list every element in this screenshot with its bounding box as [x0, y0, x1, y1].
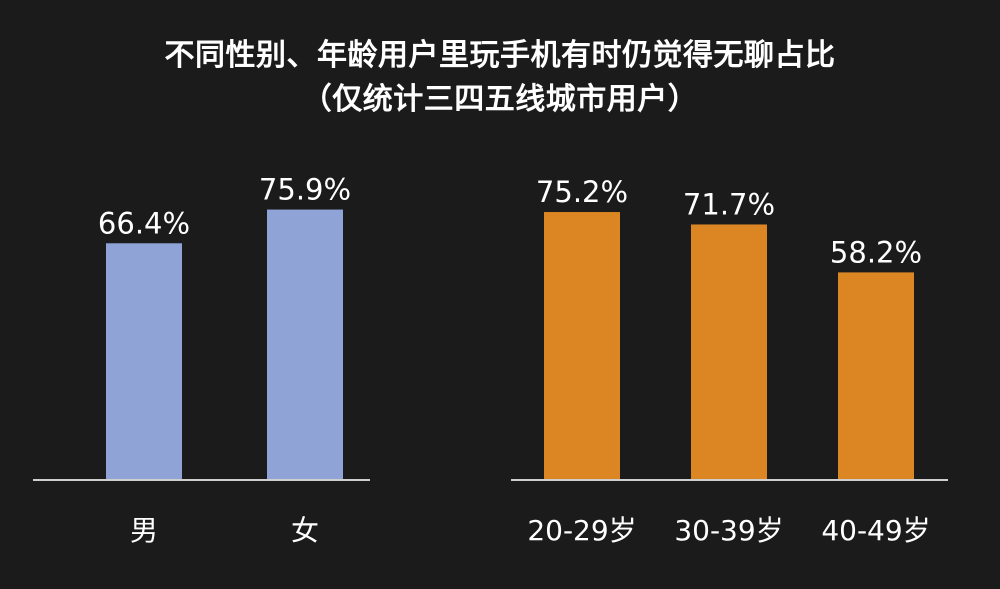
bar-2-1	[544, 212, 620, 480]
data-label-1-1: 66.4%	[98, 206, 190, 240]
data-label-1-2: 75.9%	[259, 173, 351, 207]
chart-title-line1: 不同性别、年龄用户里玩手机有时仍觉得无聊占比	[164, 38, 836, 73]
data-label-2-3: 58.2%	[830, 235, 922, 269]
category-label-1-2: 女	[291, 514, 319, 547]
bar-1-2	[267, 209, 343, 479]
category-label-2-2: 30-39岁	[674, 514, 783, 547]
chart-subtitle: （仅统计三四五线城市用户）	[301, 82, 699, 117]
data-label-2-1: 75.2%	[536, 175, 628, 209]
chart-title: 不同性别、年龄用户里玩手机有时仍觉得无聊占比 （仅统计三四五线城市用户）	[0, 34, 1000, 122]
category-label-1-1: 男	[130, 514, 158, 547]
chart-group-1: 66.4% 男 75.9% 女	[33, 173, 370, 547]
bar-2-2	[691, 224, 767, 479]
category-label-2-1: 20-29岁	[527, 514, 636, 547]
category-label-2-3: 40-49岁	[821, 514, 930, 547]
data-label-2-2: 71.7%	[683, 187, 775, 221]
chart-group-2: 75.2% 20-29岁 71.7% 30-39岁 58.2% 40-49岁	[511, 175, 948, 547]
bar-1-1	[106, 243, 182, 479]
bar-2-3	[838, 272, 914, 479]
